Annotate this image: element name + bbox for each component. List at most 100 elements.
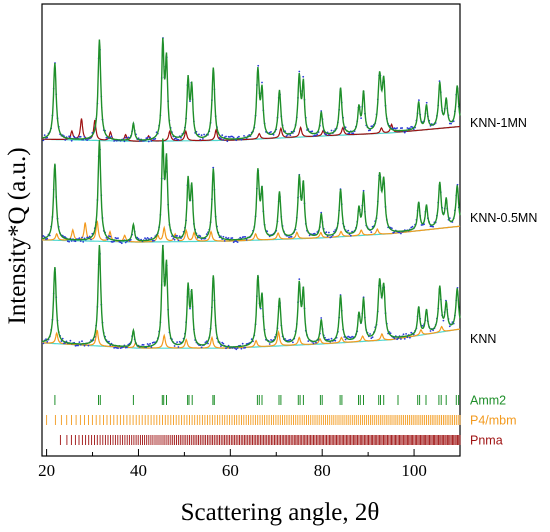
observed-points [42,245,460,351]
observed-point [78,341,81,343]
observed-point [396,338,398,341]
observed-point [64,139,67,141]
observed-point [81,340,83,343]
observed-point [83,344,86,347]
observed-point [146,136,149,139]
observed-point [429,330,432,332]
observed-point [149,136,152,139]
observed-point [298,278,301,280]
observed-point [178,340,181,343]
observed-point [150,237,153,239]
observed-point [289,338,292,341]
observed-point [400,338,402,340]
observed-point [231,237,234,239]
observed-point [409,127,411,130]
phase-label-Pnma: Pnma [470,434,503,448]
observed-point [325,133,328,136]
series-labels: Amm2 P4/mbm Pnma KNN-1MN KNN-0.5MN KNN [470,116,537,448]
observed-point [312,342,315,345]
observed-point [235,240,238,243]
observed-point [270,131,272,133]
x-tick-label: 100 [401,461,427,480]
observed-point [403,338,406,340]
observed-point [110,135,113,138]
x-tick-label: 40 [130,461,147,480]
fit-curve [41,244,461,348]
observed-point [244,236,247,238]
observed-point [330,129,333,132]
observed-point [70,139,73,142]
observed-point [220,137,222,140]
observed-point [410,226,413,229]
observed-point [149,342,152,345]
observed-point [222,139,225,141]
observed-point [46,341,49,343]
observed-point [120,242,123,245]
observed-point [232,241,235,244]
observed-point [442,319,445,322]
observed-point [218,136,221,139]
observed-point [393,337,396,340]
observed-point [392,231,395,234]
x-axis-title: Scattering angle, 2θ [181,499,380,526]
observed-point [79,240,82,243]
observed-point [396,127,398,129]
observed-point [448,122,451,125]
observed-point [106,238,109,241]
series-KNN-0.5MN [41,138,461,245]
observed-point [344,338,347,341]
observed-point [173,238,176,241]
observed-point [311,130,314,133]
observed-point [285,135,288,137]
observed-point [113,140,115,142]
phase-label-Amm2: Amm2 [470,394,506,408]
observed-point [146,343,149,345]
observed-point [328,231,330,234]
observed-point [325,231,328,234]
observed-point [245,238,248,241]
observed-points [42,140,460,245]
observed-point [315,134,317,137]
observed-point [400,232,402,235]
observed-point [438,80,441,82]
observed-point [225,236,227,239]
observed-point [371,336,374,339]
observed-point [142,344,145,346]
observed-point [108,340,110,343]
observed-point [222,235,225,238]
observed-point [348,132,351,135]
observed-point [425,101,428,104]
observed-point [450,122,452,125]
observed-point [86,139,88,142]
observed-point [369,129,371,132]
observed-point [78,237,81,240]
observed-point [236,347,239,349]
ticks-Amm2 [54,395,460,405]
observed-point [241,342,244,345]
observed-point [198,133,200,136]
observed-point [82,241,85,243]
observed-point [328,133,330,136]
observed-point [146,237,149,239]
observed-point [432,225,434,228]
observed-point [61,337,64,340]
observed-point [222,342,225,345]
observed-point [236,241,239,244]
observed-point [418,99,420,101]
observed-point [203,133,206,136]
observed-point [69,136,72,138]
observed-point [313,232,316,235]
observed-point [43,134,46,137]
observed-point [236,136,239,139]
observed-point [69,339,72,342]
observed-point [349,234,352,237]
observed-point [42,342,45,345]
observed-point [138,140,141,142]
observed-point [109,235,112,238]
observed-point [177,346,180,348]
observed-point [83,136,86,138]
observed-point [307,340,310,342]
observed-points [42,37,460,143]
observed-point [370,337,373,340]
observed-point [202,138,204,140]
